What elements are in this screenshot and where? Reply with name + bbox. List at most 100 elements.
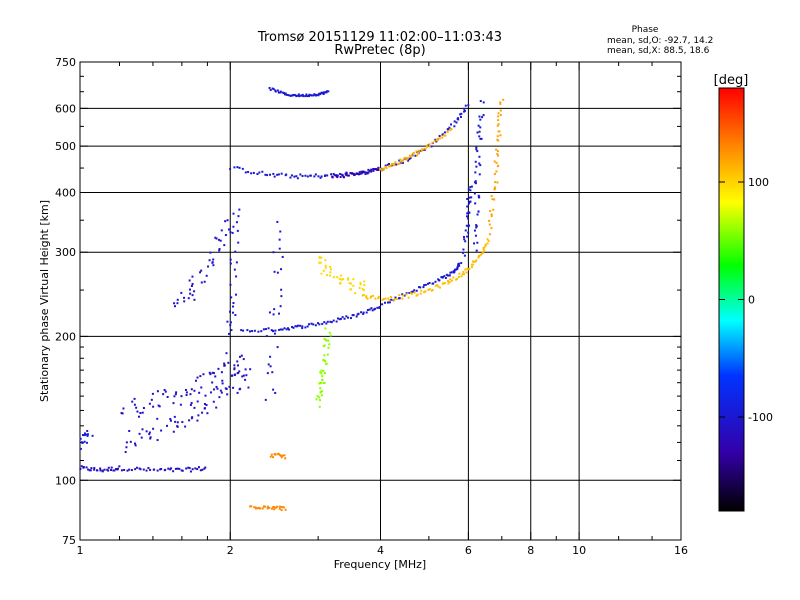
data-point [212,258,215,261]
data-point [499,134,502,137]
data-point [225,352,228,355]
data-point [481,252,484,255]
colorbar-tick-label: -100 [748,411,773,424]
data-point [189,292,192,295]
data-point [339,274,342,277]
data-point [386,301,389,304]
data-point [348,174,351,177]
data-point [85,466,88,469]
data-point [279,454,282,457]
data-point [450,128,453,131]
data-point [424,147,427,150]
data-point [321,322,324,325]
data-point [141,428,144,431]
data-point [306,325,309,328]
data-point [271,456,274,459]
data-point [427,144,430,147]
data-point [276,271,279,274]
data-point [244,171,247,174]
data-point [384,165,387,168]
data-point [471,263,474,266]
data-point [169,418,172,421]
data-point [273,506,276,509]
data-point [156,390,159,393]
data-point [469,189,472,192]
data-point [440,276,443,279]
data-point [253,506,256,509]
data-point [336,176,339,179]
data-point [289,176,292,179]
data-point [200,281,203,284]
data-point [174,420,177,423]
data-point [130,469,133,472]
data-point [466,267,469,270]
data-point [428,288,431,291]
data-point [419,286,422,289]
data-point [264,505,267,508]
data-point [85,433,88,436]
data-point [493,172,496,175]
data-point [283,454,286,457]
data-point [205,404,208,407]
data-point [194,467,197,470]
data-point [462,251,465,254]
data-point [141,411,144,414]
data-point [214,236,217,239]
data-point [395,297,398,300]
data-point [436,139,439,142]
x-tick-label: 8 [527,544,534,557]
data-point [336,174,339,177]
data-point [496,153,499,156]
data-point [457,118,460,121]
data-point [434,284,437,287]
data-point [319,387,322,390]
data-point [173,302,176,305]
data-point [297,93,300,96]
data-point [198,391,201,394]
data-point [453,120,456,123]
data-point [339,317,342,320]
data-point [422,148,425,151]
data-point [190,417,193,420]
data-point [258,171,261,174]
data-point [273,270,276,273]
data-point [475,146,478,149]
data-point [478,115,481,118]
data-point [259,507,262,510]
data-point [359,172,362,175]
data-point [193,406,196,409]
data-point [314,173,317,176]
data-point [332,172,335,175]
data-point [413,289,416,292]
data-point [280,172,283,175]
data-point [278,505,281,508]
data-point [232,212,235,215]
data-point [118,465,121,468]
data-point [272,251,275,254]
data-point [405,292,408,295]
x-tick-label: 4 [377,544,384,557]
data-point [449,129,452,132]
data-point [279,230,282,233]
data-point [401,161,404,164]
data-point [339,281,342,284]
data-point [487,239,490,242]
data-point [338,277,341,280]
data-point [280,456,283,459]
data-point [388,301,391,304]
data-point [366,297,369,300]
data-point [319,399,322,402]
data-point [138,467,141,470]
data-point [221,379,224,382]
data-point [87,468,90,471]
data-point [408,154,411,157]
data-point [266,174,269,177]
data-point [278,238,281,241]
data-point [378,306,381,309]
data-point [484,244,487,247]
data-point [135,466,138,469]
data-point [273,308,276,311]
data-point [269,455,272,458]
data-point [437,285,440,288]
data-point [234,293,237,296]
